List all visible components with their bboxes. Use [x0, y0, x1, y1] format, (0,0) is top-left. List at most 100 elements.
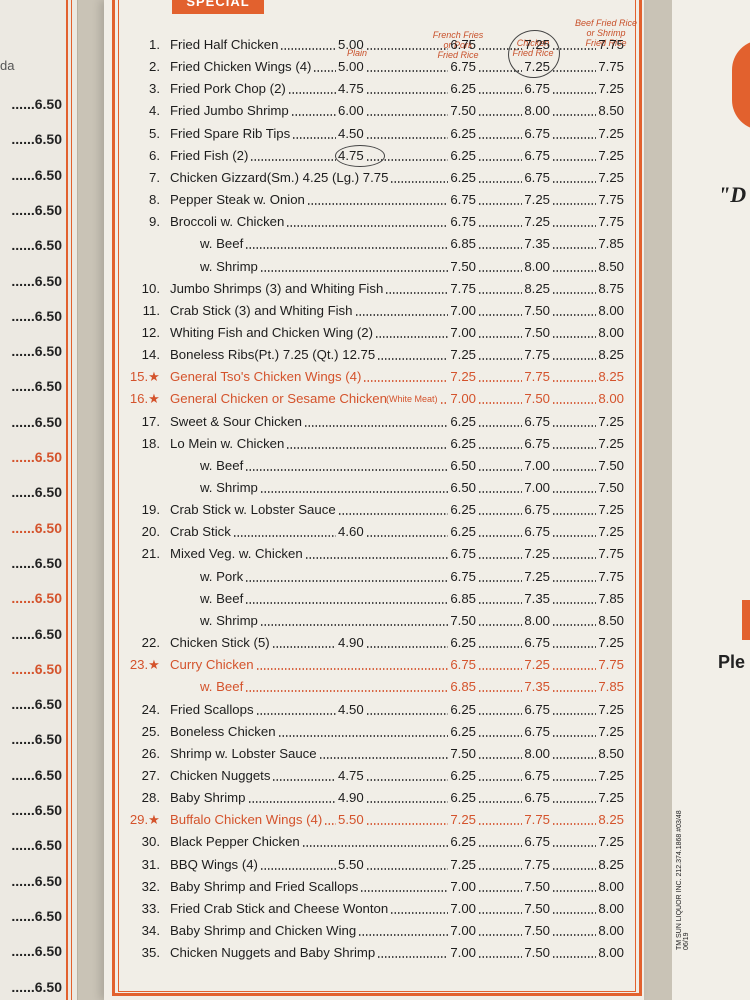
price-fries: 6.25: [450, 169, 476, 185]
dot-leader: ......: [11, 343, 35, 360]
price-chicken: 6.75: [524, 435, 550, 451]
dot-leader: [255, 668, 449, 671]
price-beef: 7.85: [598, 236, 624, 252]
left-page-price: ......6.50: [0, 837, 62, 853]
dot-leader: ......: [11, 131, 35, 148]
menu-item-row: 33. Fried Crab Stick and Cheese Wonton 7.0…: [104, 898, 644, 920]
menu-item-row: 5. Fried Spare Rib Tips 4.50 6.25 6.75 7.25: [104, 123, 644, 145]
price-beef: 7.25: [598, 790, 624, 806]
menu-item-name: Black Pepper Chicken: [170, 834, 300, 850]
handwritten-circle-price: [335, 145, 385, 167]
dot-leader: ......: [11, 96, 35, 112]
price-chicken: 6.75: [524, 413, 550, 429]
price-beef: 7.75: [598, 568, 624, 584]
menu-item-row: 1. Fried Half Chicken 5.00 6.75 7.25 7.75: [104, 34, 644, 56]
menu-item-number: 31.: [141, 856, 160, 872]
left-price-value: 6.50: [34, 766, 62, 783]
price-beef: 8.50: [598, 103, 624, 119]
left-price-value: 6.50: [34, 696, 62, 713]
menu-item-number: 24.: [141, 701, 160, 717]
dot-leader: ......: [11, 449, 35, 465]
price-beef: 7.75: [598, 657, 624, 673]
menu-item-name: Boneless Ribs(Pt.) 7.25 (Qt.) 12.75: [170, 347, 376, 363]
dot-leader: [478, 734, 523, 737]
column-header-beef-line3: Fried Rice: [585, 38, 627, 48]
dot-leader: [478, 335, 523, 338]
dot-leader: [478, 48, 523, 50]
menu-item-row: 26. Shrimp w. Lobster Sauce 7.50 8.00 8.50: [104, 743, 644, 765]
dot-leader: [552, 911, 597, 914]
menu-item-number: 23.★: [129, 657, 160, 673]
dot-leader: [478, 845, 523, 848]
left-page-price: ......6.50: [0, 484, 62, 500]
left-page-price: ......6.50: [0, 873, 62, 889]
dot-leader: [478, 623, 523, 626]
price-beef: 7.25: [598, 502, 624, 518]
dot-leader: [552, 136, 597, 139]
menu-item-name: w. Beef: [200, 457, 244, 473]
dot-leader: [232, 535, 336, 538]
menu-item-name: Mixed Veg. w. Chicken: [170, 546, 303, 562]
menu-item-name: w. Shrimp: [200, 258, 258, 274]
dot-leader: ......: [11, 378, 35, 395]
price-beef: 7.25: [598, 767, 624, 783]
left-page-price: ......6.50: [0, 131, 62, 147]
dot-leader: [552, 114, 597, 117]
dot-leader: [286, 446, 449, 449]
dot-leader: [337, 513, 449, 516]
menu-item-number: 8.: [149, 192, 160, 208]
menu-item-row: 21. Mixed Veg. w. Chicken 6.75 7.25 7.75: [104, 543, 644, 565]
dot-leader: [324, 823, 336, 826]
left-price-value: 6.50: [34, 413, 62, 430]
price-chicken: 7.35: [524, 590, 550, 606]
price-chicken: 6.75: [524, 147, 550, 163]
dot-leader: [552, 269, 597, 272]
menu-item-row: 6. Fried Fish (2) 4.75 6.25 6.75 7.25: [104, 145, 644, 167]
price-plain: 4.75: [338, 81, 364, 97]
price-chicken: 7.50: [524, 878, 550, 894]
menu-item-name: Fried Fish (2): [170, 147, 249, 163]
dot-leader: [478, 291, 523, 294]
left-page-price: ......6.50: [0, 167, 62, 183]
column-header-chicken: Chicken Fried Rice: [506, 38, 560, 58]
dot-leader: [304, 557, 449, 560]
price-chicken: 7.50: [524, 324, 550, 340]
menu-item-row: 4. Fried Jumbo Shrimp 6.00 7.50 8.00 8.50: [104, 100, 644, 122]
menu-item-name: Sweet & Sour Chicken: [170, 413, 302, 429]
left-price-value: 6.50: [34, 554, 62, 571]
menu-item-row: 11. Crab Stick (3) and Whiting Fish 7.00 7.…: [104, 300, 644, 322]
price-fries: 6.25: [450, 435, 476, 451]
menu-item-number: 17.: [141, 413, 160, 429]
menu-item-row: 9. Broccoli w. Chicken 6.75 7.25 7.75: [104, 211, 644, 233]
menu-item-row: w. Shrimp 7.50 8.00 8.50: [104, 610, 644, 632]
menu-item-number: 19.: [141, 502, 160, 518]
left-page-price: ......6.50: [0, 731, 62, 747]
menu-item-number: 21.: [141, 546, 160, 562]
price-chicken: 7.25: [524, 192, 550, 208]
dot-leader: [478, 203, 523, 206]
menu-item-number: 20.: [141, 524, 160, 540]
menu-item-row: 31. BBQ Wings (4) 5.50 7.25 7.75 8.25: [104, 854, 644, 876]
menu-item-name: Baby Shrimp: [170, 790, 246, 806]
price-chicken: 7.75: [524, 347, 550, 363]
menu-item-row: 23.★ Curry Chicken 6.75 7.25 7.75: [104, 654, 644, 676]
left-page-price: ......6.50: [0, 979, 62, 995]
menu-item-name: Fried Spare Rib Tips: [170, 125, 291, 141]
menu-item-name: Fried Chicken Wings (4): [170, 59, 312, 75]
menu-item-name: Buffalo Chicken Wings (4): [170, 812, 323, 828]
dot-leader: [552, 424, 597, 427]
price-beef: 7.25: [598, 701, 624, 717]
column-header-chicken-line2: Fried Rice: [512, 48, 554, 58]
price-fries: 7.50: [450, 103, 476, 119]
dot-leader: [552, 180, 597, 183]
dot-leader: [552, 402, 597, 405]
menu-item-row: 28. Baby Shrimp 4.90 6.25 6.75 7.25: [104, 787, 644, 809]
price-beef: 7.25: [598, 81, 624, 97]
printer-code: TM SUN LIQUOR INC. 212.374.1868 #03/48 0…: [676, 810, 690, 950]
dot-leader: [439, 402, 449, 405]
column-header-fries-line2: or Pork: [443, 40, 473, 50]
price-beef: 8.25: [598, 812, 624, 828]
price-fries: 7.50: [450, 745, 476, 761]
price-chicken: 8.00: [524, 103, 550, 119]
left-page-price: ......6.50: [0, 343, 62, 359]
